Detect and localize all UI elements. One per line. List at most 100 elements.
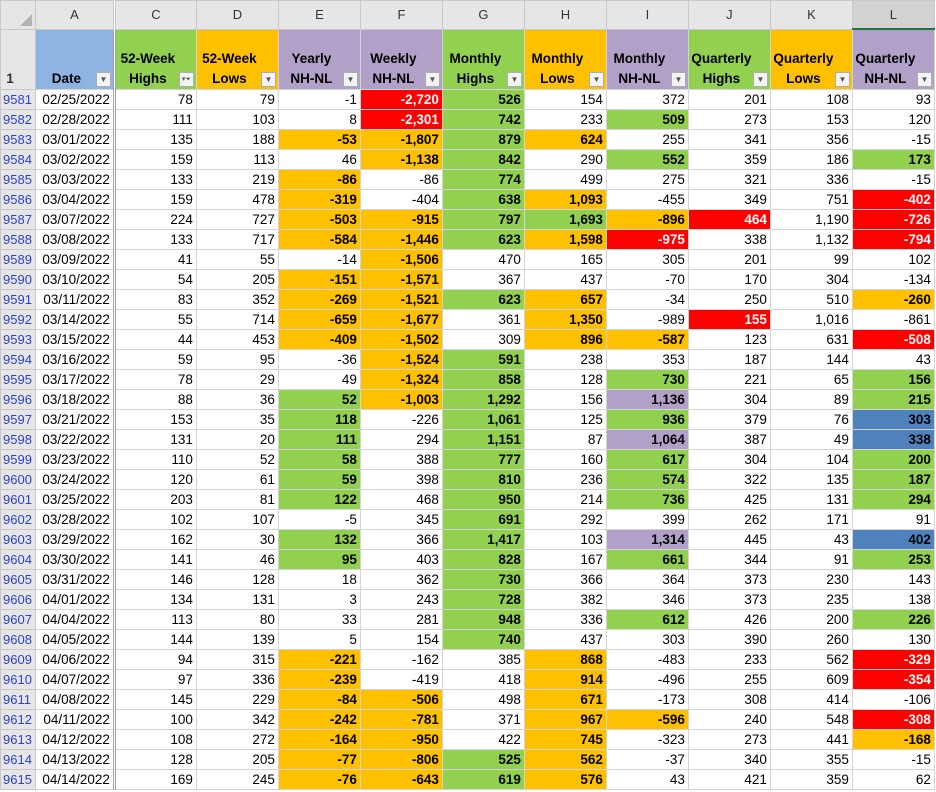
cell[interactable]: 162 (113, 529, 197, 550)
cell[interactable]: 214 (523, 489, 607, 510)
cell[interactable]: -989 (605, 309, 689, 330)
cell[interactable]: 631 (769, 329, 853, 350)
cell[interactable]: 125 (523, 409, 607, 430)
date-cell[interactable]: 03/10/2022 (34, 269, 116, 290)
cell[interactable]: 91 (851, 509, 935, 530)
cell[interactable]: 255 (687, 669, 771, 690)
cell[interactable]: 159 (113, 189, 197, 210)
cell[interactable]: 187 (687, 349, 771, 370)
cell[interactable]: 273 (687, 109, 771, 130)
date-cell[interactable]: 03/03/2022 (34, 169, 116, 190)
cell[interactable]: -168 (851, 729, 935, 750)
cell[interactable]: 255 (605, 129, 689, 150)
cell[interactable]: 437 (523, 629, 607, 650)
cell[interactable]: 499 (523, 169, 607, 190)
date-cell[interactable]: 03/25/2022 (34, 489, 116, 510)
cell[interactable]: 657 (523, 289, 607, 310)
cell[interactable]: 65 (769, 369, 853, 390)
column-header-j[interactable]: J (687, 0, 771, 30)
row-header[interactable]: 9585 (0, 169, 36, 190)
cell[interactable]: 385 (441, 649, 525, 670)
cell[interactable]: 356 (769, 129, 853, 150)
cell[interactable]: 43 (605, 769, 689, 790)
cell[interactable]: 104 (769, 449, 853, 470)
cell[interactable]: 35 (195, 409, 279, 430)
cell[interactable]: 445 (687, 529, 771, 550)
cell[interactable]: 736 (605, 489, 689, 510)
date-cell[interactable]: 04/08/2022 (34, 689, 116, 710)
cell[interactable]: -503 (277, 209, 361, 230)
cell[interactable]: 562 (523, 749, 607, 770)
cell[interactable]: 562 (769, 649, 853, 670)
cell[interactable]: 774 (441, 169, 525, 190)
cell[interactable]: 238 (523, 349, 607, 370)
cell[interactable]: -915 (359, 209, 443, 230)
cell[interactable]: -323 (605, 729, 689, 750)
cell[interactable]: 200 (769, 609, 853, 630)
cell[interactable]: -1,807 (359, 129, 443, 150)
cell[interactable]: 253 (851, 549, 935, 570)
cell[interactable]: 308 (687, 689, 771, 710)
cell[interactable]: 123 (687, 329, 771, 350)
cell[interactable]: 355 (769, 749, 853, 770)
cell[interactable]: -950 (359, 729, 443, 750)
cell[interactable]: 309 (441, 329, 525, 350)
cell[interactable]: -106 (851, 689, 935, 710)
cell[interactable]: 322 (687, 469, 771, 490)
cell[interactable]: 88 (113, 389, 197, 410)
cell[interactable]: 29 (195, 369, 279, 390)
cell[interactable]: 103 (195, 109, 279, 130)
cell[interactable]: -70 (605, 269, 689, 290)
cell[interactable]: 91 (769, 549, 853, 570)
cell[interactable]: 272 (195, 729, 279, 750)
cell[interactable]: 186 (769, 149, 853, 170)
cell[interactable]: 221 (687, 369, 771, 390)
row-header[interactable]: 1 (0, 28, 36, 90)
date-cell[interactable]: 03/02/2022 (34, 149, 116, 170)
cell[interactable]: 156 (523, 389, 607, 410)
cell[interactable]: -419 (359, 669, 443, 690)
row-header[interactable]: 9602 (0, 509, 36, 530)
cell[interactable]: 896 (523, 329, 607, 350)
cell[interactable]: 201 (687, 249, 771, 270)
cell[interactable]: -402 (851, 189, 935, 210)
cell[interactable]: 612 (605, 609, 689, 630)
date-cell[interactable]: 03/28/2022 (34, 509, 116, 530)
cell[interactable]: 388 (359, 449, 443, 470)
cell[interactable]: 160 (523, 449, 607, 470)
date-cell[interactable]: 02/25/2022 (34, 89, 116, 110)
cell[interactable]: 290 (523, 149, 607, 170)
cell[interactable]: -329 (851, 649, 935, 670)
cell[interactable]: 1,061 (441, 409, 525, 430)
column-header-a[interactable]: A (34, 0, 116, 30)
cell[interactable]: 200 (851, 449, 935, 470)
cell[interactable]: 95 (277, 549, 361, 570)
cell[interactable]: 79 (195, 89, 279, 110)
cell[interactable]: 8 (277, 109, 361, 130)
cell[interactable]: 371 (441, 709, 525, 730)
row-header[interactable]: 9610 (0, 669, 36, 690)
cell[interactable]: 89 (769, 389, 853, 410)
cell[interactable]: 453 (195, 329, 279, 350)
cell[interactable]: 777 (441, 449, 525, 470)
cell[interactable]: 188 (195, 129, 279, 150)
cell[interactable]: 55 (113, 309, 197, 330)
cell[interactable]: 171 (769, 509, 853, 530)
cell[interactable]: 304 (687, 389, 771, 410)
date-cell[interactable]: 03/31/2022 (34, 569, 116, 590)
cell[interactable]: 226 (851, 609, 935, 630)
cell[interactable]: -308 (851, 709, 935, 730)
cell[interactable]: -354 (851, 669, 935, 690)
cell[interactable]: -1,324 (359, 369, 443, 390)
cell[interactable]: 275 (605, 169, 689, 190)
cell[interactable]: 305 (605, 249, 689, 270)
cell[interactable]: 745 (523, 729, 607, 750)
cell[interactable]: 55 (195, 249, 279, 270)
cell[interactable]: 1,314 (605, 529, 689, 550)
cell[interactable]: 49 (277, 369, 361, 390)
cell[interactable]: -53 (277, 129, 361, 150)
cell[interactable]: -483 (605, 649, 689, 670)
cell[interactable]: -151 (277, 269, 361, 290)
cell[interactable]: 478 (195, 189, 279, 210)
cell[interactable]: 233 (523, 109, 607, 130)
